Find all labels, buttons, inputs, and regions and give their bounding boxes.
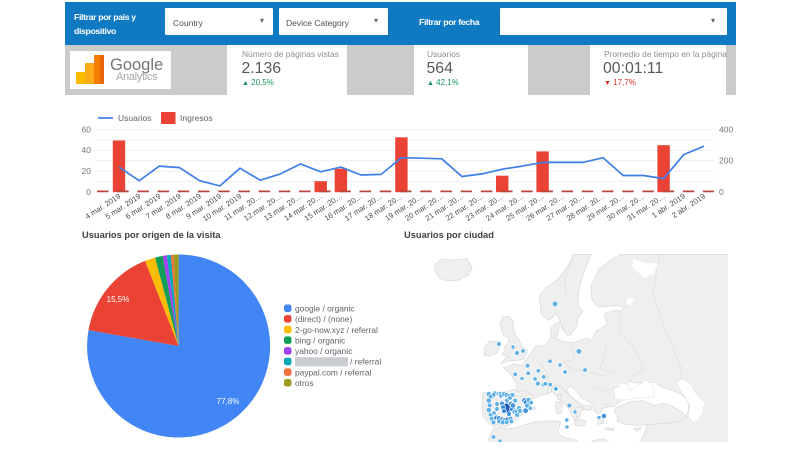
- svg-text:60: 60: [82, 124, 92, 134]
- svg-text:40: 40: [82, 145, 92, 155]
- svg-text:2-go-now.xyz / referral: 2-go-now.xyz / referral: [295, 325, 378, 335]
- svg-text:200: 200: [719, 156, 733, 166]
- svg-text:paypal.com / referral: paypal.com / referral: [295, 367, 371, 377]
- svg-text:/ referral: / referral: [350, 357, 381, 367]
- svg-text:google / organic: google / organic: [295, 304, 355, 314]
- svg-text:Usuarios: Usuarios: [118, 113, 152, 123]
- svg-text:15,5%: 15,5%: [107, 295, 130, 304]
- svg-text:20: 20: [82, 166, 92, 176]
- svg-text:(direct) / (none): (direct) / (none): [295, 314, 352, 324]
- svg-text:0: 0: [86, 187, 91, 197]
- svg-text:bing / organic: bing / organic: [295, 335, 345, 345]
- svg-text:otros: otros: [295, 378, 314, 388]
- svg-text:yahoo / organic: yahoo / organic: [295, 346, 352, 356]
- svg-text:0: 0: [719, 187, 724, 197]
- svg-text:400: 400: [719, 124, 733, 134]
- svg-text:Ingresos: Ingresos: [180, 113, 213, 123]
- svg-text:77,8%: 77,8%: [217, 397, 240, 406]
